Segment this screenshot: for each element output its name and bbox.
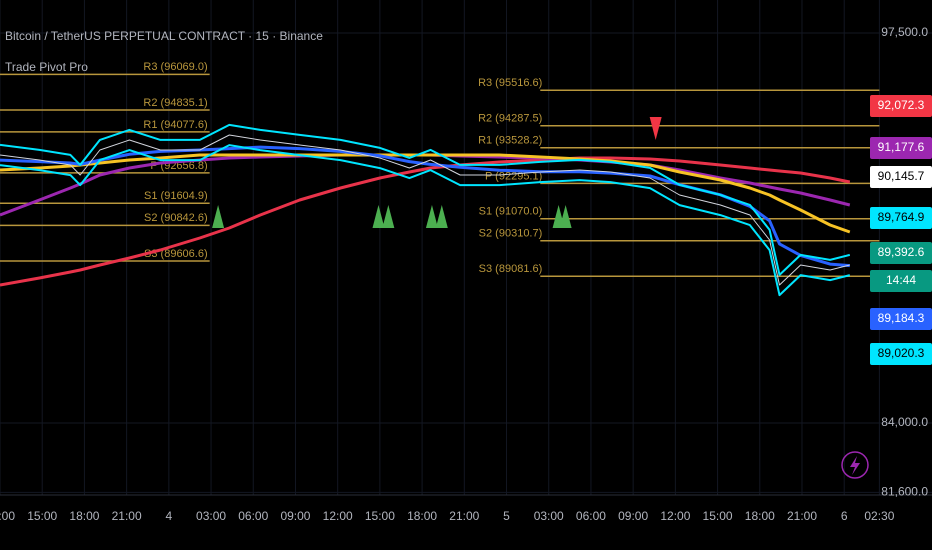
pivot-label: R1 (94077.6)	[143, 119, 207, 131]
x-tick-label: 06:00	[238, 509, 268, 523]
x-tick-label: 03:00	[196, 509, 226, 523]
price-badge	[870, 343, 932, 365]
x-tick-label: 18:00	[407, 509, 437, 523]
series-line	[0, 153, 851, 234]
y-tick-label: 84,000.0	[881, 415, 928, 429]
sell-signal	[649, 117, 662, 140]
x-tick-label: 06:00	[576, 509, 606, 523]
buy-signal	[435, 205, 448, 228]
chart-title: Bitcoin / TetherUS PERPETUAL CONTRACT · …	[5, 29, 323, 43]
x-tick-label: 21:00	[449, 509, 479, 523]
x-tick-label: 15:00	[27, 509, 57, 523]
x-tick-label: 4	[165, 509, 172, 523]
buy-signal	[382, 205, 395, 228]
alert-bolt	[850, 456, 860, 475]
x-tick-label: 03:00	[534, 509, 564, 523]
pivot-label: R1 (93528.2)	[478, 135, 542, 147]
x-tick-label: 18:00	[745, 509, 775, 523]
pivot-label: R2 (94287.5)	[478, 113, 542, 125]
pivot-label: S1 (91604.9)	[144, 190, 208, 202]
price-badge-label: 89,020.3	[878, 346, 925, 360]
x-tick-label: 12:00	[660, 509, 690, 523]
pivot-label: S2 (90842.6)	[144, 212, 208, 224]
pivot-label: S2 (90310.7)	[479, 228, 543, 240]
x-tick-label: 09:00	[618, 509, 648, 523]
x-tick-label: 09:00	[280, 509, 310, 523]
price-badge	[870, 207, 932, 229]
x-tick-label: 6	[841, 509, 848, 523]
price-badge-label: 89,184.3	[878, 311, 925, 325]
pivot-label: R3 (95516.6)	[478, 77, 542, 89]
series-line	[0, 123, 851, 276]
x-tick-label: 21:00	[112, 509, 142, 523]
x-tick-label: 15:00	[703, 509, 733, 523]
x-tick-label: 15:00	[365, 509, 395, 523]
pivot-label: R3 (96069.0)	[143, 61, 207, 73]
alert-icon[interactable]	[841, 451, 869, 479]
pivot-label: S3 (89081.6)	[479, 263, 543, 275]
y-tick-label: 97,500.0	[881, 25, 928, 39]
x-tick-label: 21:00	[787, 509, 817, 523]
x-tick-label: 12:00	[0, 509, 15, 523]
x-tick-label: 18:00	[69, 509, 99, 523]
buy-signal	[425, 205, 438, 228]
price-badge	[870, 308, 932, 330]
series-line	[0, 134, 850, 286]
buy-signal	[372, 205, 385, 228]
grid	[0, 0, 932, 495]
pivot-label: R2 (94835.1)	[143, 97, 207, 109]
price-badge-label: 89,392.6	[878, 245, 925, 259]
x-tick-label: 02:30	[864, 509, 894, 523]
series-line	[0, 144, 851, 297]
price-badge	[870, 270, 932, 292]
price-badge-label: 90,145.7	[878, 169, 925, 183]
buy-signal	[212, 205, 225, 228]
pivot-label: S1 (91070.0)	[479, 206, 543, 218]
price-badge	[870, 166, 932, 188]
price-badge-label: 89,764.9	[878, 210, 925, 224]
price-badge-label: 14:44	[886, 273, 916, 287]
indicator-name: Trade Pivot Pro	[5, 60, 88, 74]
price-badge	[870, 137, 932, 159]
y-tick-label: 81,600.0	[881, 485, 928, 499]
price-badge	[870, 95, 932, 117]
pivot-label: S3 (89606.6)	[144, 248, 208, 260]
x-tick-label: 12:00	[323, 509, 353, 523]
price-badge	[870, 242, 932, 264]
series-line	[0, 156, 851, 287]
price-badge-label: 91,177.6	[878, 140, 925, 154]
x-tick-label: 5	[503, 509, 510, 523]
price-badge-label: 92,072.3	[878, 98, 925, 112]
plot: R3 (96069.0)R2 (94835.1)R1 (94077.6)P (9…	[0, 61, 880, 297]
buy-signal	[559, 205, 572, 228]
series-line	[0, 145, 850, 268]
